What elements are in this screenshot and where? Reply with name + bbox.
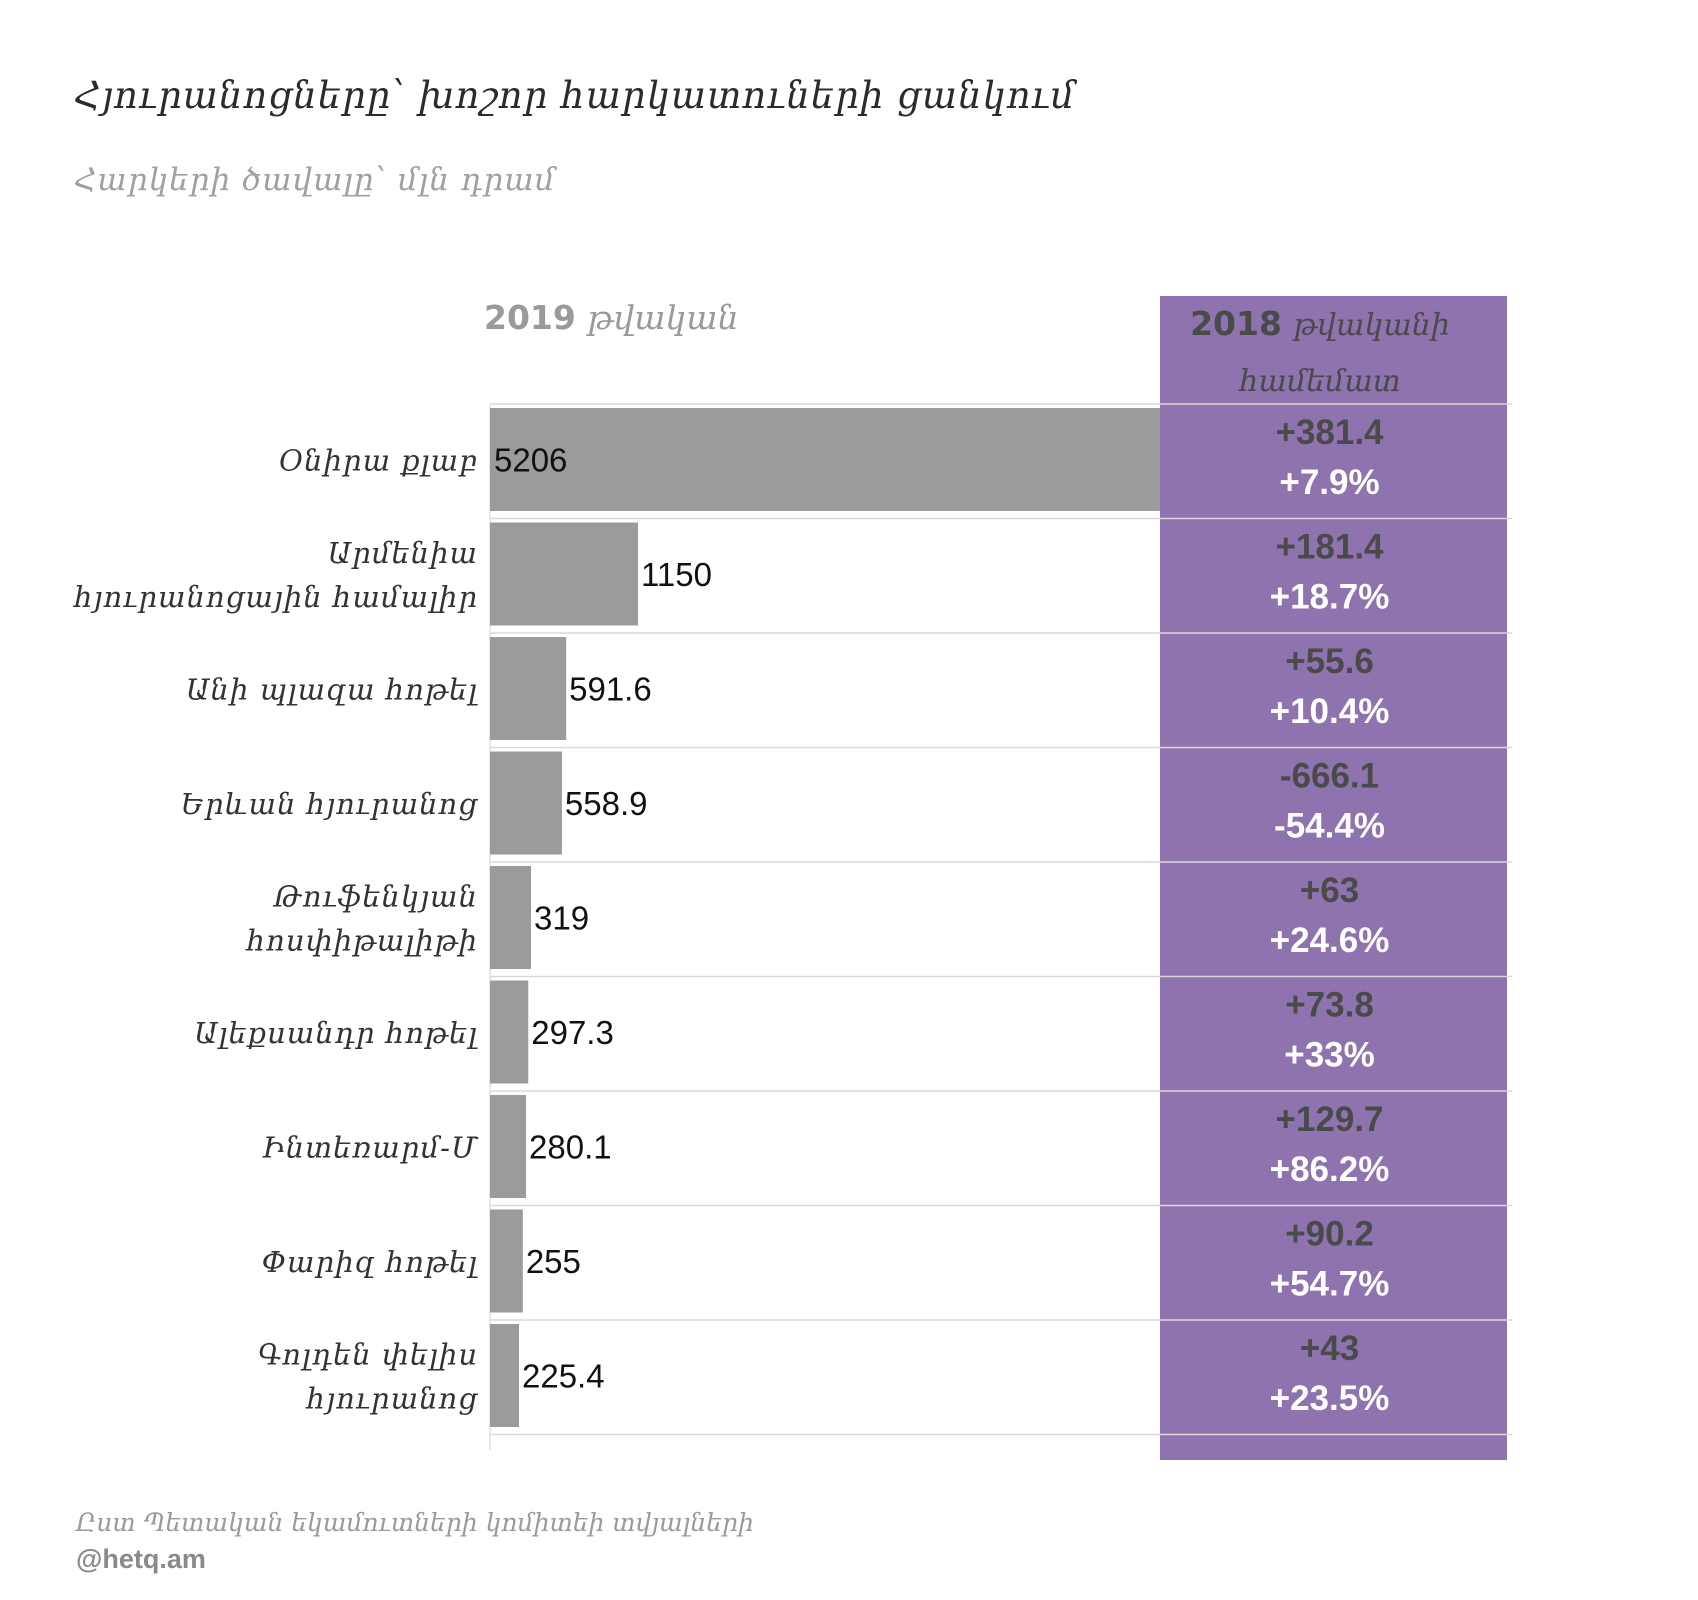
change-absolute: +73.8 <box>1285 986 1374 1025</box>
category-label: հյուրանոցային համալիր <box>72 580 478 614</box>
bar-value-label: 280.1 <box>529 1129 612 1166</box>
bar-value-label: 297.3 <box>531 1014 614 1051</box>
bar-value-label: 225.4 <box>522 1358 605 1395</box>
bar <box>490 751 562 855</box>
change-absolute: +43 <box>1300 1329 1359 1368</box>
change-percent: +18.7% <box>1270 578 1390 617</box>
chart-subtitle: Հարկերի ծավալը՝ մլն դրամ <box>74 162 556 198</box>
bar <box>490 980 529 1084</box>
column-header-2019-label: թվական <box>587 298 739 337</box>
bar <box>490 866 532 969</box>
category-label: Անի պլազա հոթել <box>186 673 478 707</box>
category-label: հոսփիթալիթի <box>245 924 478 958</box>
bar-value-label: 319 <box>534 900 589 937</box>
bar-value-label: 5206 <box>494 442 567 479</box>
category-label: Ինտեռարմ-Մ <box>262 1131 479 1165</box>
category-label: Գոլդեն փելիս <box>258 1338 478 1372</box>
change-percent: +54.7% <box>1270 1265 1390 1304</box>
bar-value-label: 1150 <box>641 556 712 593</box>
change-absolute: +90.2 <box>1285 1215 1374 1254</box>
change-absolute: +55.6 <box>1285 642 1374 681</box>
source-note: Ըստ Պետական եկամուտների կոմիտեի տվյալներ… <box>76 1508 754 1537</box>
chart-title: Հյուրանոցները՝ խոշոր հարկատուների ցանկու… <box>74 74 1076 117</box>
bar <box>490 637 567 740</box>
change-absolute: +381.4 <box>1275 413 1384 452</box>
change-percent: +23.5% <box>1270 1379 1390 1418</box>
change-percent: +86.2% <box>1270 1150 1390 1189</box>
category-label: Ալեքսանդր հոթել <box>194 1016 478 1050</box>
bar <box>490 1324 520 1427</box>
column-header-2018: 2018 թվականի համեմատ <box>1150 296 1490 410</box>
change-percent: +33% <box>1284 1036 1375 1075</box>
credit: @hetq.am <box>76 1544 206 1574</box>
category-label: Թուֆենկյան <box>272 880 478 914</box>
bar-value-label: 255 <box>526 1243 581 1280</box>
change-percent: +24.6% <box>1270 921 1390 960</box>
change-absolute: -666.1 <box>1280 757 1379 796</box>
bar-value-label: 591.6 <box>569 671 652 708</box>
column-header-2019: 2019 թվական <box>484 298 739 337</box>
category-label: Փարիզ հոթել <box>262 1245 479 1279</box>
bar <box>490 1209 523 1313</box>
column-header-2018-label2: համեմատ <box>1239 364 1401 399</box>
category-label: հյուրանոց <box>305 1382 479 1416</box>
change-percent: +7.9% <box>1279 463 1379 502</box>
change-absolute: +129.7 <box>1275 1100 1383 1139</box>
change-absolute: +181.4 <box>1275 528 1384 567</box>
category-label: Երևան հյուրանոց <box>181 787 479 821</box>
bar <box>490 1095 527 1198</box>
column-header-2018-label: թվականի <box>1293 308 1450 343</box>
bar <box>490 522 639 626</box>
column-header-2018-year: 2018 <box>1190 304 1282 343</box>
change-percent: -54.4% <box>1274 807 1385 846</box>
category-label: Օնիրա քլաբ <box>279 444 478 478</box>
column-header-2019-year: 2019 <box>484 298 576 337</box>
change-absolute: +63 <box>1300 871 1359 910</box>
comparison-panel <box>1160 296 1507 1460</box>
bar-value-label: 558.9 <box>565 785 648 822</box>
bar <box>490 408 1160 511</box>
category-label: Արմենիա <box>328 536 478 570</box>
change-percent: +10.4% <box>1270 692 1390 731</box>
